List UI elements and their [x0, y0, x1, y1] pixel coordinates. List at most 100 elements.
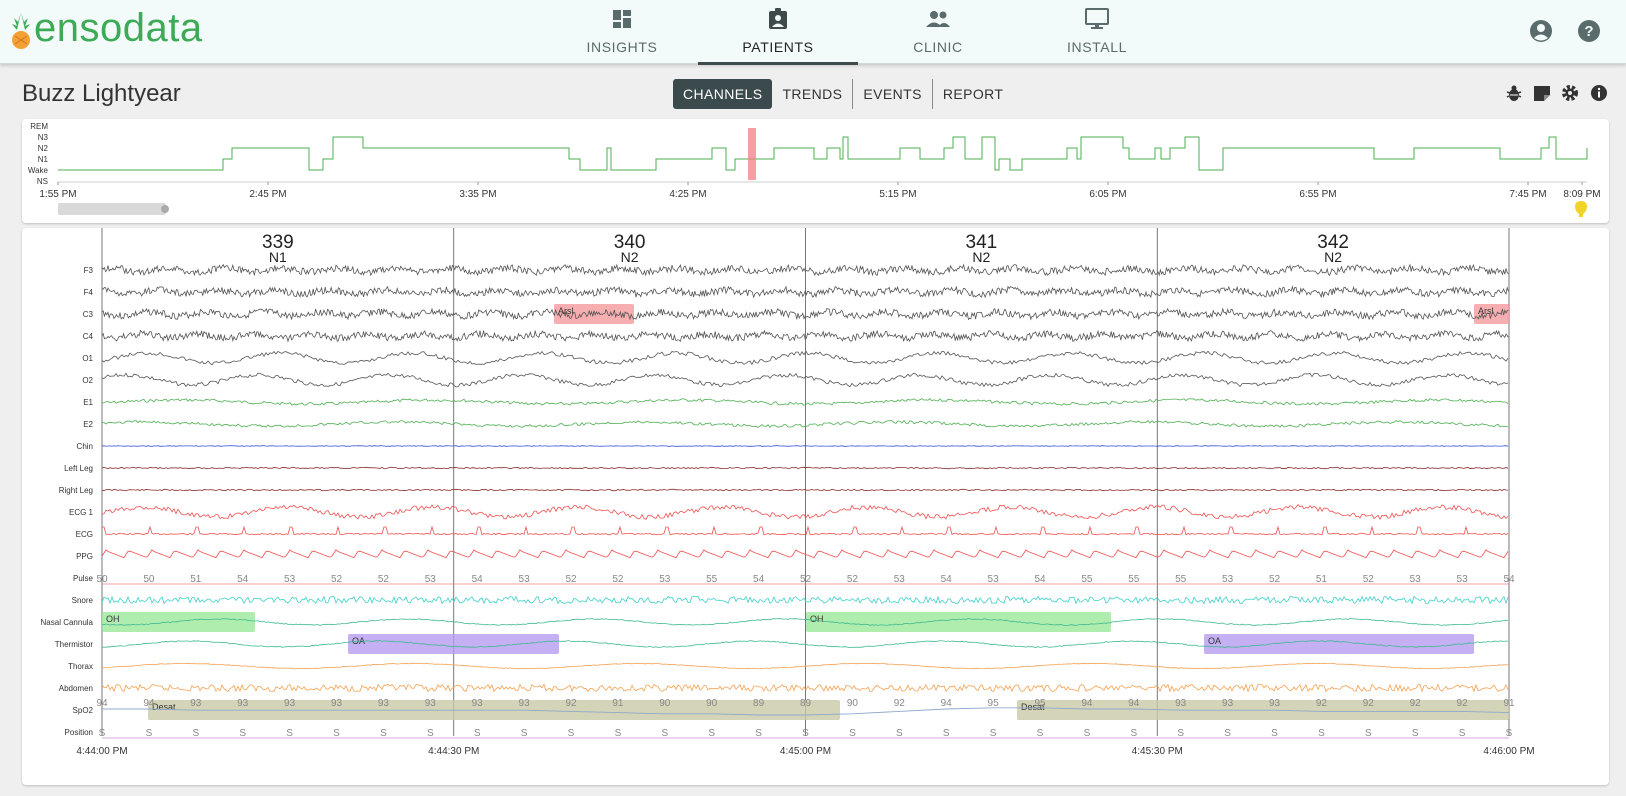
pulse-value: 53 [1410, 574, 1422, 585]
hypnogram-stage-label: N3 [38, 133, 49, 142]
hypnogram-time-label: 8:09 PM [1563, 189, 1600, 200]
pulse-value: 52 [800, 574, 812, 585]
spo2-value: 91 [612, 698, 624, 709]
event-label: Desat [1021, 702, 1045, 712]
note-icon[interactable] [1533, 84, 1551, 102]
channel-label: ECG 1 [69, 508, 94, 517]
position-value: S [1459, 728, 1466, 739]
pulse-value: 52 [378, 574, 390, 585]
position-value: S [1271, 728, 1278, 739]
info-icon[interactable] [1590, 84, 1608, 102]
time-axis-label: 4:44:30 PM [428, 746, 479, 757]
time-axis-label: 4:45:30 PM [1132, 746, 1183, 757]
spo2-value: 93 [1269, 698, 1281, 709]
bug-icon[interactable] [1505, 84, 1523, 102]
nav-insights-label: INSIGHTS [586, 39, 658, 55]
spo2-value: 93 [472, 698, 484, 709]
position-value: S [380, 728, 387, 739]
pulse-value: 54 [1034, 574, 1046, 585]
event-annotation[interactable] [1204, 634, 1474, 654]
hypnogram-stage-line [58, 136, 1588, 171]
channel-label: F4 [84, 288, 94, 297]
channel-label: Right Leg [59, 486, 93, 495]
tab-channels[interactable]: CHANNELS [673, 79, 773, 109]
channel-label: E1 [83, 398, 93, 407]
event-annotation[interactable] [1474, 304, 1509, 324]
pulse-value: 55 [1081, 574, 1093, 585]
channel-signal-trace [101, 595, 1509, 605]
nav-clinic-label: CLINIC [913, 39, 963, 55]
event-annotation[interactable] [554, 304, 634, 324]
time-axis-label: 4:45:00 PM [780, 746, 831, 757]
spo2-value: 95 [988, 698, 1000, 709]
nav-patients[interactable]: PATIENTS [723, 0, 833, 63]
nav-insights[interactable]: INSIGHTS [567, 0, 677, 63]
channel-signal-trace [101, 350, 1509, 366]
hypnogram-stage-label: N1 [38, 155, 49, 164]
position-value: S [1130, 728, 1137, 739]
epoch-number: 339 [262, 232, 294, 253]
channel-signal-trace [101, 549, 1509, 559]
position-value: S [1224, 728, 1231, 739]
spo2-value: 92 [1410, 698, 1422, 709]
event-annotation[interactable] [348, 634, 559, 654]
channel-signal-trace [101, 683, 1509, 693]
gear-icon[interactable] [1561, 84, 1579, 102]
event-label: OA [352, 636, 365, 646]
channel-signal-trace [101, 662, 1509, 670]
pulse-value: 53 [519, 574, 531, 585]
pulse-value: 54 [237, 574, 249, 585]
spo2-value: 92 [565, 698, 577, 709]
pulse-value: 55 [1128, 574, 1140, 585]
help-icon[interactable]: ? [1577, 19, 1601, 43]
position-value: S [521, 728, 528, 739]
event-label: Arsl [1478, 306, 1494, 316]
view-tabs: CHANNELS TRENDS EVENTS REPORT [673, 79, 1013, 109]
hypnogram-time-label: 6:55 PM [1299, 189, 1336, 200]
nav-install[interactable]: INSTALL [1042, 0, 1152, 63]
channels-panel[interactable]: 339 N1 340 N2 341 N2 342 N2 Arsl Arsl OH OH OA OA Des… [22, 228, 1609, 785]
active-nav-indicator [698, 62, 858, 65]
hypnogram-chart[interactable]: REM N3 N2 N1 Wake NS 1:55 PM 2:45 PM 3:35 PM 4:2… [22, 119, 1609, 223]
pulse-value: 52 [331, 574, 343, 585]
tab-trends[interactable]: TRENDS [772, 79, 854, 109]
pineapple-logo-icon [12, 12, 30, 49]
spo2-value: 94 [143, 698, 155, 709]
channel-signal-trace [101, 372, 1509, 388]
spo2-value: 93 [331, 698, 343, 709]
patient-badge-icon [768, 8, 788, 30]
position-value: S [192, 728, 199, 739]
hypnogram-stage-label: N2 [38, 144, 49, 153]
channel-label: Abdomen [59, 684, 93, 693]
pulse-value: 54 [753, 574, 765, 585]
nav-clinic[interactable]: CLINIC [883, 0, 993, 63]
scroll-handle-icon[interactable] [161, 205, 169, 213]
event-annotation[interactable] [806, 612, 1111, 632]
position-value: S [146, 728, 153, 739]
hypnogram-time-label: 3:35 PM [459, 189, 496, 200]
position-value: S [990, 728, 997, 739]
account-circle-icon[interactable] [1529, 19, 1553, 43]
pulse-value: 53 [894, 574, 906, 585]
hypnogram-current-window-marker[interactable] [748, 128, 756, 180]
position-value: S [1365, 728, 1372, 739]
event-label: OH [810, 614, 824, 624]
ensodata-logo[interactable]: ensodata [8, 6, 203, 50]
hypnogram-time-label: 2:45 PM [249, 189, 286, 200]
time-axis-label: 4:46:00 PM [1483, 746, 1534, 757]
epoch-number: 340 [614, 232, 646, 253]
pulse-value: 53 [284, 574, 296, 585]
tab-events[interactable]: EVENTS [853, 79, 933, 109]
tab-report[interactable]: REPORT [942, 86, 1004, 102]
event-label: Arsl [558, 306, 574, 316]
hypnogram-panel[interactable]: REM N3 N2 N1 Wake NS 1:55 PM 2:45 PM 3:35 PM 4:2… [22, 119, 1609, 223]
pulse-value: 55 [706, 574, 718, 585]
spo2-value: 93 [284, 698, 296, 709]
position-value: S [427, 728, 434, 739]
spo2-value: 93 [1222, 698, 1234, 709]
position-value: S [286, 728, 293, 739]
channel-label: Nasal Cannula [41, 618, 94, 627]
hypnogram-scrollbar[interactable] [58, 203, 166, 215]
lightbulb-icon[interactable] [1575, 201, 1587, 217]
